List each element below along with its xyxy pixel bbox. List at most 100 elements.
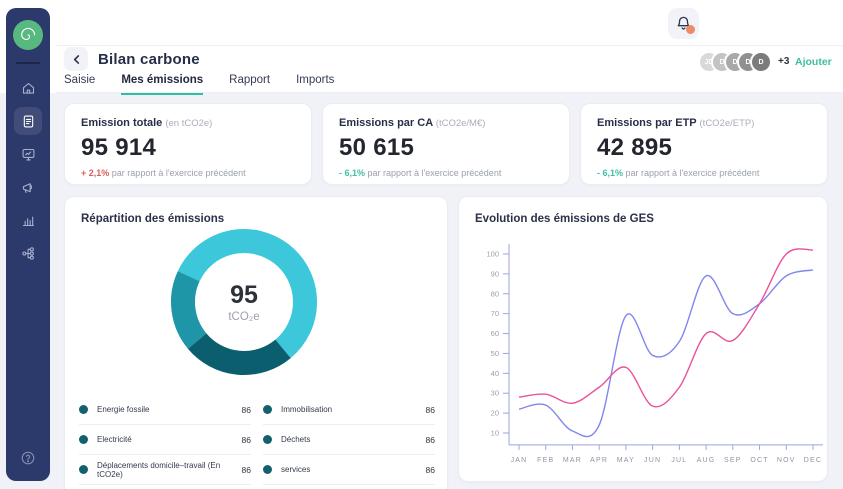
y-tick-label: 70	[491, 309, 499, 318]
sidebar-item-documents[interactable]	[14, 107, 42, 135]
y-tick-label: 80	[491, 289, 499, 298]
home-icon	[21, 81, 36, 96]
legend-label: Déplacements domicile–travail (En tCO2e)	[97, 461, 242, 479]
tab-saisie[interactable]: Saisie	[64, 74, 95, 95]
legend-value: 86	[426, 405, 435, 415]
donut-segment-2	[183, 276, 197, 341]
donut-segment-0	[189, 241, 305, 349]
kpi-delta: - 6,1%	[597, 168, 623, 178]
tab-mes-emissions[interactable]: Mes émissions	[121, 74, 203, 95]
x-tick-label: JAN	[511, 457, 528, 464]
x-tick-label: APR	[590, 457, 608, 464]
legend-value: 86	[242, 465, 251, 475]
donut-chart: 95 tCO₂e	[159, 217, 329, 387]
x-tick-label: JUL	[671, 457, 687, 464]
tab-imports[interactable]: Imports	[296, 74, 334, 95]
help-button[interactable]	[15, 445, 41, 471]
hierarchy-icon	[21, 246, 36, 261]
spiral-logo-icon	[19, 26, 37, 44]
legend-value: 86	[242, 435, 251, 445]
kpi-title-text: Emission totale	[81, 117, 162, 129]
legend-column: Immobilisation86Déchets86services86Utili…	[263, 395, 435, 489]
donut-legend: Energie fossile86Electricité86Déplacemen…	[79, 395, 435, 489]
sidebar	[6, 8, 50, 481]
legend-label: Energie fossile	[97, 405, 242, 414]
kpi-unit: (en tCO2e)	[165, 118, 212, 129]
kpi-card-emissions-par-ca: Emissions par CA (tCO2e/M€) 50 615 - 6,1…	[322, 103, 570, 185]
kpi-title: Emission totale (en tCO2e)	[81, 117, 295, 129]
sidebar-item-dashboard[interactable]	[14, 140, 42, 168]
x-tick-label: NOV	[777, 457, 796, 464]
back-button[interactable]	[64, 47, 88, 71]
kpi-delta-suffix: par rapport à l'exercice précédent	[112, 168, 246, 178]
bar-chart-icon	[21, 213, 36, 228]
y-tick-label: 90	[491, 269, 499, 278]
legend-value: 86	[242, 405, 251, 415]
y-tick-label: 10	[491, 429, 499, 438]
document-icon	[21, 114, 36, 129]
legend-dot	[263, 435, 272, 444]
kpi-delta-row: + 2,1% par rapport à l'exercice précéden…	[81, 168, 295, 178]
avatar[interactable]: D	[750, 51, 772, 73]
sidebar-item-campaigns[interactable]	[14, 173, 42, 201]
legend-label: Déchets	[281, 435, 426, 444]
kpi-card-emissions-par-etp: Emissions par ETP (tCO2e/ETP) 42 895 - 6…	[580, 103, 828, 185]
legend-item: Transport des visiteurs (En tCO2e)86	[79, 485, 251, 489]
legend-item: Energie fossile86	[79, 395, 251, 425]
add-member-link[interactable]: Ajouter	[795, 56, 832, 68]
sidebar-item-organisation[interactable]	[14, 239, 42, 267]
y-tick-label: 50	[491, 349, 499, 358]
help-icon	[20, 450, 36, 466]
x-tick-label: JUN	[644, 457, 661, 464]
legend-dot	[263, 465, 272, 474]
y-tick-label: 60	[491, 329, 499, 338]
tab-rapport[interactable]: Rapport	[229, 74, 270, 95]
x-tick-label: MAY	[617, 457, 635, 464]
kpi-title: Emissions par ETP (tCO2e/ETP)	[597, 117, 811, 129]
donut-segment-1	[197, 341, 283, 363]
x-tick-label: DEC	[804, 457, 822, 464]
sidebar-divider	[16, 62, 40, 64]
sidebar-item-home[interactable]	[14, 74, 42, 102]
kpi-title-text: Emissions par CA	[339, 117, 433, 129]
legend-label: Immobilisation	[281, 405, 426, 414]
x-tick-label: OCT	[750, 457, 768, 464]
line-chart-svg: 102030405060708090100JANFEBMARAPRMAYJUNJ…	[459, 197, 829, 483]
kpi-unit: (tCO2e/ETP)	[700, 118, 755, 129]
app-logo[interactable]	[13, 20, 43, 50]
tab-bar: Saisie Mes émissions Rapport Imports	[64, 74, 334, 95]
legend-item: Immobilisation86	[263, 395, 435, 425]
sidebar-item-analytics[interactable]	[14, 206, 42, 234]
kpi-title-text: Emissions par ETP	[597, 117, 696, 129]
legend-item: services86	[263, 455, 435, 485]
x-tick-label: AUG	[697, 457, 716, 464]
donut-svg	[159, 217, 329, 387]
line-series-pink	[519, 249, 813, 407]
legend-dot	[263, 405, 272, 414]
chevron-left-icon	[72, 55, 81, 64]
legend-value: 86	[426, 465, 435, 475]
megaphone-icon	[21, 180, 36, 195]
kpi-delta: + 2,1%	[81, 168, 109, 178]
avatar-group: JDDDDD	[698, 51, 772, 73]
avatar-overflow-count: +3	[778, 56, 789, 67]
x-tick-label: FEB	[537, 457, 554, 464]
repartition-card: Répartition des émissions 95 tCO₂e Energ…	[64, 196, 448, 489]
legend-item: Electricité86	[79, 425, 251, 455]
notifications-button[interactable]	[668, 8, 699, 39]
legend-item: Utilisation des produits vendus86	[263, 485, 435, 489]
legend-dot	[79, 405, 88, 414]
x-tick-label: SEP	[724, 457, 742, 464]
evolution-card: Evolution des émissions de GES 102030405…	[458, 196, 828, 482]
legend-label: Electricité	[97, 435, 242, 444]
kpi-delta-row: - 6,1% par rapport à l'exercice précéden…	[597, 168, 811, 178]
notification-badge	[686, 25, 695, 34]
legend-dot	[79, 465, 88, 474]
legend-value: 86	[426, 435, 435, 445]
legend-dot	[79, 435, 88, 444]
legend-label: services	[281, 465, 426, 474]
page-title: Bilan carbone	[98, 51, 200, 68]
legend-item: Déchets86	[263, 425, 435, 455]
kpi-delta-row: - 6,1% par rapport à l'exercice précéden…	[339, 168, 553, 178]
kpi-value: 50 615	[339, 134, 553, 162]
